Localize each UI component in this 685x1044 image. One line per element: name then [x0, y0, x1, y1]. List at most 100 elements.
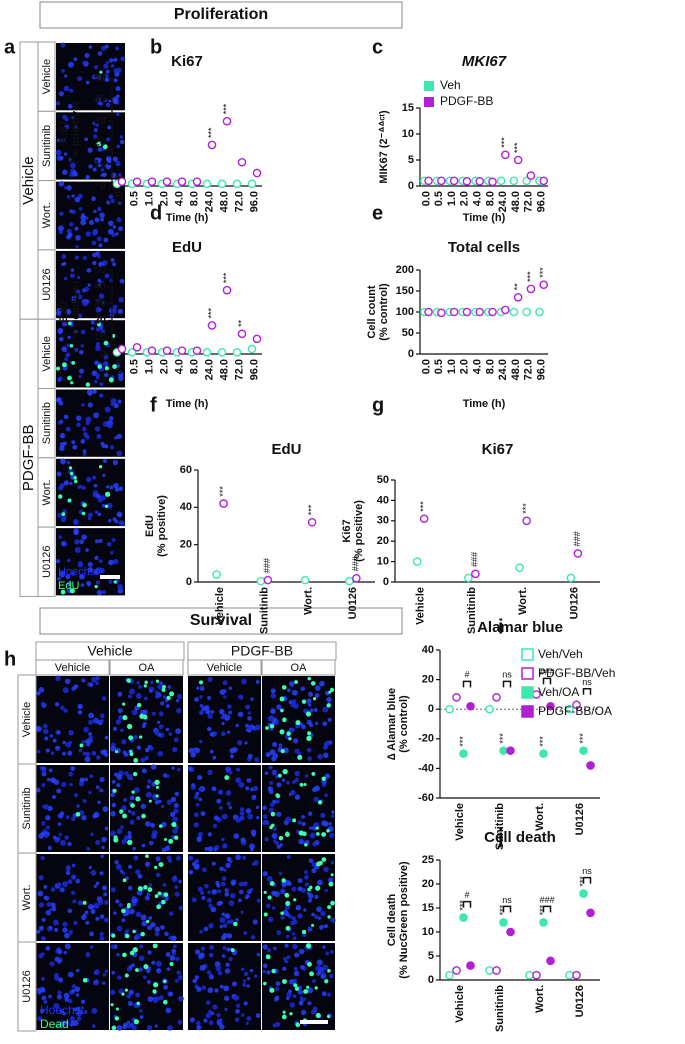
stained-cell: [104, 504, 109, 508]
nucleus: [221, 912, 225, 917]
nucleus: [71, 989, 75, 993]
x-tick-label: 0.0: [113, 191, 125, 206]
nucleus: [315, 965, 322, 972]
nucleus: [198, 787, 203, 792]
stained-cell: [301, 699, 307, 704]
nucleus: [110, 811, 116, 817]
nucleus: [221, 954, 226, 958]
nucleus: [268, 807, 274, 814]
nucleus: [262, 871, 268, 877]
nucleus: [102, 981, 106, 985]
stained-cell: [305, 943, 312, 949]
nucleus: [141, 724, 146, 729]
data-point: [459, 749, 468, 758]
nucleus: [81, 485, 86, 490]
nucleus: [67, 61, 74, 68]
nucleus: [121, 805, 127, 811]
y-axis-label: (% positive): [70, 101, 82, 163]
nucleus: [108, 194, 114, 200]
nucleus: [174, 891, 180, 897]
nucleus: [80, 914, 87, 921]
nucleus: [291, 932, 296, 936]
nucleus: [107, 125, 112, 130]
nucleus: [94, 65, 99, 70]
nucleus: [43, 884, 48, 889]
nucleus: [62, 740, 66, 745]
data-point: [566, 573, 576, 583]
stained-cell: [304, 843, 308, 847]
stain-label: EdU: [58, 580, 79, 592]
nucleus: [77, 485, 81, 489]
nucleus: [51, 906, 57, 912]
nucleus: [292, 780, 296, 784]
stained-cell: [112, 364, 117, 369]
data-point: [192, 177, 202, 186]
nucleus: [157, 684, 163, 690]
nucleus: [74, 347, 79, 352]
nucleus: [111, 970, 116, 975]
nucleus: [50, 902, 56, 908]
significance-label: ***: [307, 504, 317, 515]
nucleus: [95, 123, 99, 127]
stained-cell: [113, 580, 117, 584]
significance-label: ***: [525, 271, 535, 282]
stained-cell: [144, 680, 148, 685]
nucleus: [106, 502, 113, 509]
nucleus: [240, 1013, 245, 1017]
nucleus: [74, 196, 81, 203]
nucleus: [201, 895, 206, 901]
nucleus: [103, 892, 108, 897]
nucleus: [124, 771, 129, 776]
data-point: [424, 176, 433, 186]
nucleus: [110, 792, 115, 798]
nucleus: [53, 1002, 60, 1009]
nucleus: [74, 530, 79, 535]
nucleus: [138, 684, 143, 689]
nucleus: [87, 561, 93, 568]
stained-cell: [67, 498, 72, 503]
stained-cell: [129, 950, 135, 956]
data-point: [506, 746, 515, 755]
nucleus: [96, 282, 102, 288]
nucleus: [271, 906, 276, 910]
nucleus: [85, 548, 89, 552]
data-point: [449, 307, 459, 317]
nucleus: [205, 1012, 212, 1019]
nucleus: [212, 1004, 218, 1010]
stained-cell: [267, 895, 272, 900]
x-tick-label: 48.0: [510, 191, 522, 212]
nucleus: [151, 830, 158, 836]
nucleus: [101, 696, 107, 701]
nucleus: [87, 283, 91, 287]
nucleus: [50, 751, 55, 755]
stained-cell: [306, 985, 310, 989]
nucleus: [140, 757, 146, 763]
nucleus: [59, 482, 65, 489]
stained-cell: [301, 929, 307, 935]
nucleus: [116, 94, 120, 98]
nucleus: [172, 944, 177, 949]
nucleus: [88, 219, 95, 226]
nucleus: [56, 788, 62, 794]
stained-cell: [136, 1001, 140, 1006]
stained-cell: [297, 754, 303, 760]
y-tick-label: 10: [422, 926, 434, 938]
nucleus: [154, 694, 160, 699]
data-point: [247, 344, 257, 354]
comparison-label: ###: [539, 895, 554, 905]
nucleus: [208, 903, 213, 908]
nucleus: [318, 925, 324, 930]
nucleus: [115, 160, 121, 167]
stained-cell: [280, 749, 285, 754]
nucleus: [210, 710, 215, 714]
nucleus: [139, 1009, 143, 1013]
nucleus: [134, 787, 140, 793]
nucleus: [235, 1008, 240, 1014]
nucleus: [58, 832, 63, 837]
nucleus: [224, 888, 229, 893]
stained-cell: [199, 680, 204, 685]
nucleus: [110, 64, 115, 68]
nucleus: [174, 791, 180, 797]
nucleus: [110, 550, 114, 555]
nucleus: [235, 777, 242, 784]
